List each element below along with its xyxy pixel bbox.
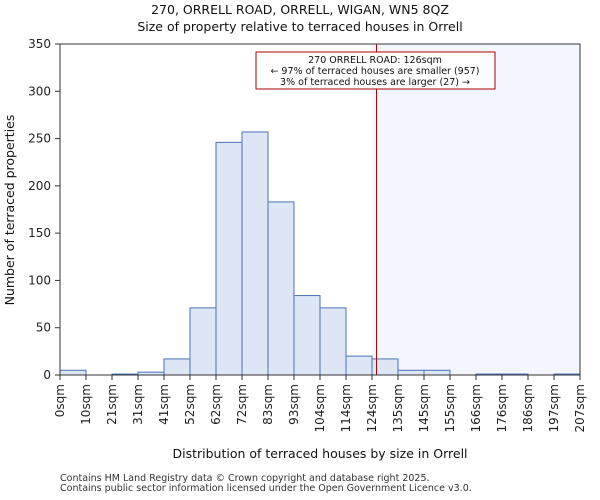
x-tick-label: 135sqm — [391, 384, 405, 432]
x-tick-label: 72sqm — [235, 384, 249, 425]
x-tick-label: 145sqm — [417, 384, 431, 432]
footer-line-2: Contains public sector information licen… — [60, 483, 472, 494]
x-tick-label: 124sqm — [365, 384, 379, 432]
bar — [397, 369, 425, 376]
y-axis-label: Number of terraced properties — [2, 115, 17, 306]
x-tick-label: 83sqm — [261, 384, 275, 425]
x-tick-label: 197sqm — [547, 384, 561, 432]
x-tick-label: 41sqm — [157, 384, 171, 425]
bar — [371, 358, 399, 376]
plot-frame — [59, 43, 581, 376]
x-tick-label: 155sqm — [443, 384, 457, 432]
bar — [241, 131, 269, 376]
bar — [423, 369, 451, 376]
annotation-line-3: 3% of terraced houses are larger (27) → — [280, 77, 470, 88]
annotation-line-2: ← 97% of terraced houses are smaller (95… — [270, 66, 479, 77]
x-tick-label: 176sqm — [495, 384, 509, 432]
bar — [267, 201, 295, 376]
x-tick-label: 10sqm — [79, 384, 93, 425]
bar — [319, 307, 347, 376]
x-axis-label: Distribution of terraced houses by size … — [172, 446, 467, 461]
footer-line-1: Contains HM Land Registry data © Crown c… — [60, 473, 430, 484]
bar — [189, 307, 217, 376]
x-tick-label: 62sqm — [209, 384, 223, 425]
bar — [163, 358, 191, 376]
chart-title: 270, ORRELL ROAD, ORRELL, WIGAN, WN5 8QZ — [151, 2, 449, 17]
bar — [59, 369, 87, 376]
x-tick-label: 0sqm — [53, 384, 67, 417]
y-tick-label: 0 — [43, 368, 51, 382]
larger-properties-highlight — [372, 44, 580, 375]
chart-subtitle: Size of property relative to terraced ho… — [137, 19, 462, 34]
y-tick-label: 300 — [28, 84, 51, 98]
x-tick-label: 93sqm — [287, 384, 301, 425]
y-tick-label: 350 — [28, 37, 51, 51]
footer: Contains HM Land Registry data © Crown c… — [60, 474, 472, 494]
x-tick-label: 104sqm — [313, 384, 327, 432]
x-tick-label: 31sqm — [131, 384, 145, 425]
x-tick-label: 52sqm — [183, 384, 197, 425]
annotation-line-1: 270 ORRELL ROAD: 126sqm — [308, 55, 442, 66]
y-tick-label: 200 — [28, 179, 51, 193]
bar — [345, 355, 373, 376]
y-tick-label: 50 — [36, 321, 51, 335]
x-tick-label: 21sqm — [105, 384, 119, 425]
y-tick-label: 250 — [28, 132, 51, 146]
bar — [293, 295, 321, 376]
y-tick-label: 150 — [28, 226, 51, 240]
x-tick-label: 114sqm — [339, 384, 353, 432]
bar — [215, 141, 243, 376]
x-tick-label: 186sqm — [521, 384, 535, 432]
annotation-box — [255, 51, 496, 90]
x-tick-label: 166sqm — [469, 384, 483, 432]
x-tick-label: 207sqm — [573, 384, 587, 432]
chart: 0 50 100 150 200 250 300 350 0sqm 10sqm 21sqm 31sq… — [2, 2, 587, 461]
y-tick-label: 100 — [28, 273, 51, 287]
